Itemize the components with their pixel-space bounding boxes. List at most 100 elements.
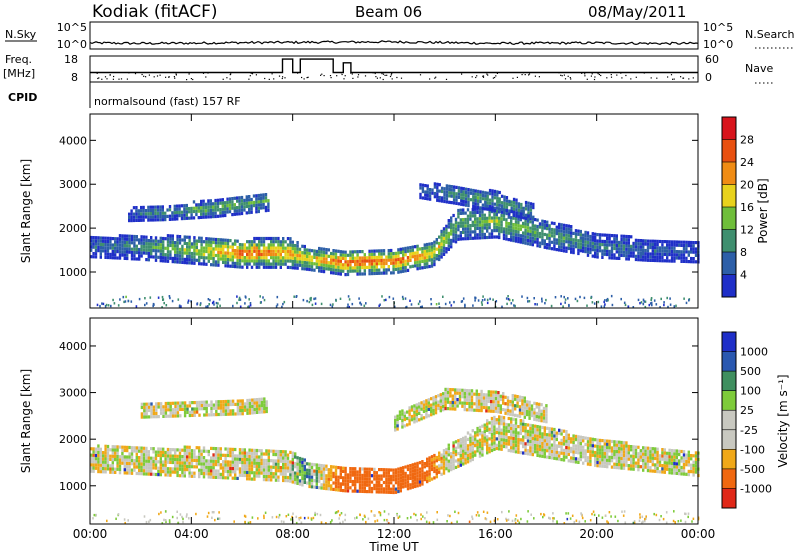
echo-cell — [507, 426, 510, 430]
echo-cell — [306, 462, 309, 466]
echo-cell — [265, 474, 268, 479]
nave-dot — [610, 76, 613, 78]
echo-cell — [543, 448, 546, 452]
echo-cell — [440, 245, 443, 249]
echo-cell — [282, 456, 285, 460]
echo-cell — [229, 447, 232, 451]
echo-cell — [198, 236, 201, 240]
echo-cell — [142, 251, 146, 255]
echo-cell — [176, 454, 179, 458]
echo-cell — [457, 224, 460, 229]
echo-cell — [646, 446, 650, 450]
echo-cell — [462, 443, 465, 447]
echo-cell — [221, 204, 224, 208]
nave-dot — [512, 77, 514, 79]
echo-cell — [505, 432, 508, 436]
echo-cell — [637, 248, 640, 252]
echo-cell — [221, 214, 224, 218]
clutter-cell — [474, 299, 476, 302]
echo-cell — [402, 475, 405, 479]
echo-cell — [94, 255, 98, 259]
echo-cell — [584, 246, 587, 250]
echo-cell — [402, 472, 405, 476]
clutter-cell — [262, 296, 264, 299]
echo-cell — [267, 478, 270, 482]
echo-cell — [610, 256, 614, 260]
echo-cell — [179, 407, 182, 411]
echo-cell — [670, 240, 674, 244]
echo-cell — [167, 408, 170, 412]
echo-cell — [514, 437, 518, 441]
clutter-cell — [673, 305, 676, 308]
echo-cell — [262, 462, 266, 466]
clutter-cell — [320, 302, 323, 306]
echo-cell — [195, 249, 198, 253]
echo-cell — [176, 241, 179, 245]
echo-cell — [565, 233, 568, 237]
echo-cell — [462, 230, 465, 234]
echo-cell — [240, 202, 244, 206]
echo-cell — [450, 242, 453, 246]
echo-cell — [443, 190, 446, 194]
echo-cell — [130, 471, 134, 475]
echo-cell — [222, 472, 225, 477]
echo-cell — [553, 231, 556, 235]
echo-cell — [248, 458, 251, 462]
echo-cell — [159, 402, 163, 406]
echo-cell — [197, 203, 200, 207]
echo-cell — [409, 258, 412, 262]
echo-cell — [260, 243, 263, 247]
echo-cell — [515, 201, 518, 205]
echo-cell — [385, 490, 388, 494]
echo-cell — [524, 225, 527, 229]
echo-cell — [267, 462, 270, 466]
echo-cell — [291, 464, 294, 468]
echo-cell — [224, 241, 227, 245]
echo-cell — [471, 445, 474, 449]
echo-cell — [481, 216, 484, 221]
echo-cell — [325, 257, 328, 261]
echo-cell — [222, 409, 225, 413]
echo-cell — [649, 450, 652, 454]
echo-cell — [596, 233, 599, 237]
echo-cell — [670, 471, 674, 475]
echo-cell — [531, 227, 534, 231]
echo-cell — [169, 240, 172, 244]
echo-cell — [222, 238, 225, 242]
echo-cell — [264, 209, 268, 213]
echo-cell — [522, 422, 525, 426]
echo-cell — [149, 215, 152, 219]
echo-cell — [546, 220, 549, 224]
echo-cell — [255, 256, 258, 260]
echo-cell — [171, 470, 174, 474]
echo-cell — [186, 452, 189, 456]
echo-cell — [627, 251, 630, 255]
echo-cell — [390, 255, 393, 259]
echo-cell — [142, 209, 145, 213]
echo-cell — [404, 246, 407, 250]
echo-cell — [229, 255, 232, 259]
echo-cell — [130, 468, 134, 472]
echo-cell — [354, 263, 357, 267]
echo-cell — [385, 261, 388, 266]
echo-cell — [450, 452, 453, 456]
echo-cell — [406, 474, 410, 478]
echo-cell — [454, 230, 458, 234]
echo-cell — [128, 212, 131, 216]
echo-cell — [392, 255, 395, 259]
echo-cell — [510, 238, 513, 242]
echo-cell — [102, 239, 105, 243]
echo-cell — [546, 449, 549, 453]
echo-cell — [491, 202, 494, 206]
echo-cell — [512, 449, 515, 453]
echo-cell — [279, 246, 282, 250]
echo-cell — [130, 452, 134, 456]
echo-cell — [154, 242, 158, 246]
echo-cell — [322, 467, 326, 471]
echo-cell — [630, 448, 633, 452]
echo-cell — [210, 237, 213, 241]
echo-cell — [215, 409, 218, 413]
echo-cell — [368, 249, 371, 253]
echo-cell — [145, 453, 148, 457]
echo-cell — [202, 209, 205, 213]
